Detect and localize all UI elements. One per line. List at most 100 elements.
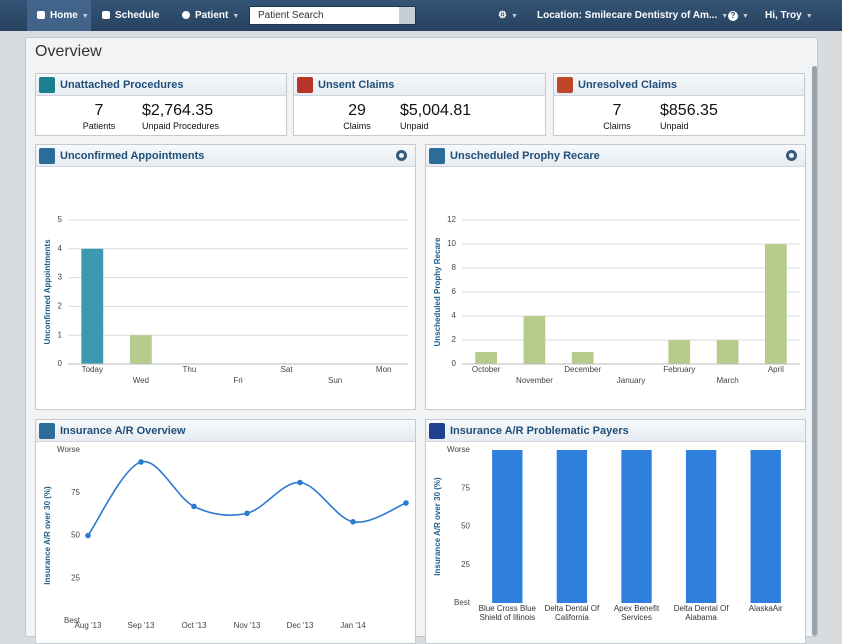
stat-value: $856.35	[660, 102, 718, 119]
panel-header: Insurance A/R Problematic Payers	[426, 420, 805, 442]
x-tick-label: Mon	[376, 365, 392, 374]
search-box[interactable]: Patient Search	[249, 6, 416, 25]
y-axis-title: Insurance A/R over 30 (%)	[433, 477, 442, 576]
y-tick-label: Worse	[447, 445, 471, 454]
panel-header: Unscheduled Prophy Recare	[426, 145, 805, 167]
stat: 29 Claims	[327, 102, 387, 131]
bar	[668, 340, 691, 364]
nav-home[interactable]: Home ▼	[27, 0, 91, 31]
bar	[475, 352, 498, 364]
bar	[81, 248, 104, 364]
y-tick-label: 3	[58, 273, 63, 282]
line	[87, 461, 407, 536]
card-icon	[557, 77, 573, 93]
x-tick-label: Aug '13	[75, 621, 102, 630]
nav-label: Home	[50, 10, 78, 21]
y-tick-label: 6	[452, 287, 457, 296]
x-tick-label: Wed	[133, 376, 149, 385]
x-label-box: Delta Dental Of Alabama	[673, 604, 729, 622]
stat: 7 Patients	[69, 102, 129, 131]
y-tick-label: 12	[447, 215, 456, 224]
x-label-box: Apex Benefit Services	[613, 604, 660, 622]
stat: 7 Claims	[587, 102, 647, 131]
y-tick-label: Best	[64, 616, 81, 625]
card-icon	[39, 77, 55, 93]
x-tick-label: Delta Dental Of Alabama	[673, 604, 729, 622]
user-menu[interactable]: Hi, Troy ▼	[765, 10, 813, 21]
point	[85, 532, 91, 539]
help[interactable]: ? ▼	[718, 0, 749, 31]
x-tick-label: December	[564, 365, 601, 374]
y-axis-title: Unconfirmed Appointments	[43, 239, 52, 345]
stat: $856.35 Unpaid	[660, 102, 718, 131]
y-axis-title: Unscheduled Prophy Recare	[433, 237, 442, 346]
settings-gear[interactable]	[396, 150, 407, 161]
y-tick-label: 4	[58, 244, 63, 253]
card-header: Unattached Procedures	[36, 74, 286, 96]
location[interactable]: Location: Smilecare Dentistry of Am... ▼	[537, 10, 729, 21]
x-tick-label: February	[663, 365, 695, 374]
stat-label: Unpaid	[400, 121, 429, 131]
x-tick-label: Today	[82, 365, 103, 374]
greeting: Hi, Troy	[765, 10, 802, 21]
bar	[716, 340, 739, 364]
y-tick-label: 5	[58, 215, 63, 224]
y-tick-label: 2	[58, 302, 63, 311]
stat-label: Claims	[343, 121, 371, 131]
chart-panel: Unscheduled Prophy Recare	[425, 144, 806, 410]
scrollbar[interactable]	[812, 66, 817, 636]
x-tick-label: AlaskaAir	[748, 604, 783, 613]
bar	[523, 316, 546, 364]
x-tick-label: Thu	[183, 365, 197, 374]
panel-title: Unscheduled Prophy Recare	[450, 150, 600, 162]
x-tick-label: Sat	[281, 365, 294, 374]
card-title: Unsent Claims	[318, 79, 395, 91]
point	[191, 503, 197, 510]
x-tick-label: March	[716, 376, 738, 385]
y-tick-label: 50	[71, 531, 80, 540]
chart-panel: Unconfirmed Appointments	[35, 144, 416, 410]
panel-header: Insurance A/R Overview	[36, 420, 415, 442]
y-tick-label: 10	[447, 239, 456, 248]
page-title: Overview	[35, 43, 102, 60]
stat-value: $5,004.81	[400, 102, 472, 119]
x-tick-label: Blue Cross Blue Shield of Illinois	[478, 604, 536, 622]
x-tick-label: Fri	[233, 376, 243, 385]
x-label-box: Blue Cross Blue Shield of Illinois	[478, 604, 536, 622]
top-nav: Home▼ Schedule▼ Patient▼ Patient Search …	[0, 0, 842, 51]
nav-patient[interactable]: Patient ▼	[172, 0, 242, 31]
card-title: Unresolved Claims	[578, 79, 678, 91]
x-tick-label: Apex Benefit Services	[613, 604, 660, 622]
bar	[129, 335, 152, 364]
y-tick-label: 75	[71, 488, 80, 497]
x-tick-label: Nov '13	[234, 621, 261, 630]
chart-panel: Insurance A/R Problematic Payers	[425, 419, 806, 644]
summary-card: Unsent Claims 29 Claims $5,004.81 Unpaid	[293, 73, 546, 136]
x-tick-label: Dec '13	[287, 621, 314, 630]
stat-value: 29	[348, 102, 366, 119]
point	[244, 510, 250, 517]
x-tick-label: Sun	[328, 376, 342, 385]
panel-title: Insurance A/R Problematic Payers	[450, 425, 629, 437]
x-tick-label: Delta Dental Of California	[544, 604, 600, 622]
point	[297, 479, 303, 486]
point	[138, 459, 144, 465]
x-label-box: Delta Dental Of California	[544, 604, 600, 622]
bar	[621, 450, 652, 603]
bar	[571, 352, 594, 364]
y-tick-label: 1	[58, 330, 63, 339]
stat-value: 7	[94, 102, 104, 119]
card-header: Unsent Claims	[294, 74, 545, 96]
stat-label: Claims	[603, 121, 631, 131]
nav-label: Patient	[195, 10, 229, 21]
stat: $2,764.35 Unpaid Procedures	[142, 102, 219, 131]
stat-label: Unpaid	[660, 121, 689, 131]
settings[interactable]: ⚙ ▼	[498, 10, 518, 21]
search-button[interactable]	[399, 7, 415, 24]
bar	[764, 244, 787, 364]
settings-gear[interactable]	[786, 150, 797, 161]
panel-title: Unconfirmed Appointments	[60, 150, 205, 162]
stat-value: $2,764.35	[142, 102, 214, 119]
